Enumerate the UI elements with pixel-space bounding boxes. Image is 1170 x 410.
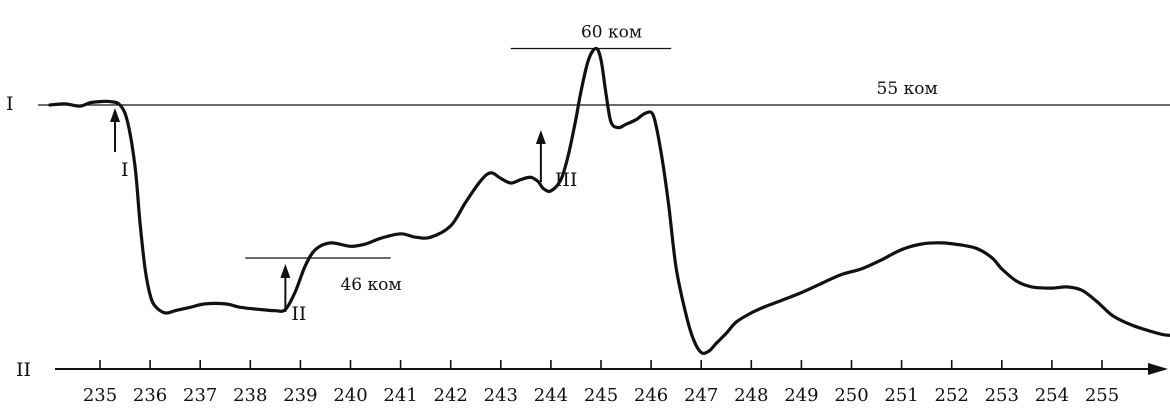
x-tick-label: 240 xyxy=(333,385,367,406)
x-tick-label: 248 xyxy=(734,385,768,406)
x-tick-label: 254 xyxy=(1035,385,1069,406)
reference-label-60: 60 ком xyxy=(581,23,642,43)
x-tick-label: 244 xyxy=(534,385,568,406)
axis-label: II xyxy=(16,359,31,381)
reference-levels: 55 ком 60 ком 46 ком xyxy=(38,23,1170,295)
marker-arrowhead xyxy=(535,130,546,144)
x-tick-label: 236 xyxy=(133,385,167,406)
series-line xyxy=(48,46,1170,355)
x-tick-label: 246 xyxy=(634,385,668,406)
x-axis-ticks: 235 236 237 238 239 240 241 242 243 244 245 246 247 2… xyxy=(55,360,1168,406)
curve-label: I xyxy=(6,93,14,115)
marker-arrowhead xyxy=(110,108,121,122)
x-tick-label: 247 xyxy=(684,385,718,406)
reference-label-46: 46 ком xyxy=(340,275,401,295)
x-tick-label: 242 xyxy=(434,385,468,406)
x-tick-label: 237 xyxy=(183,385,217,406)
x-tick-label: 255 xyxy=(1085,385,1119,406)
x-tick-label: 241 xyxy=(383,385,417,406)
x-tick-label: 239 xyxy=(283,385,317,406)
x-tick-label: 253 xyxy=(985,385,1019,406)
series-group xyxy=(48,46,1170,355)
x-tick-label: 235 xyxy=(83,385,117,406)
x-axis-arrow xyxy=(1148,363,1168,375)
x-tick-label: 250 xyxy=(834,385,868,406)
reference-label-55: 55 ком xyxy=(877,79,938,99)
x-tick-label: 245 xyxy=(584,385,618,406)
marker-label: III xyxy=(555,169,578,191)
marker-label: II xyxy=(291,303,306,325)
marker-label: I xyxy=(121,159,129,181)
x-tick-label: 243 xyxy=(484,385,518,406)
x-tick-label: 251 xyxy=(884,385,918,406)
x-tick-label: 238 xyxy=(233,385,267,406)
x-tick-label: 249 xyxy=(784,385,818,406)
marker-arrowhead xyxy=(280,264,291,278)
x-tick-label: 252 xyxy=(935,385,969,406)
